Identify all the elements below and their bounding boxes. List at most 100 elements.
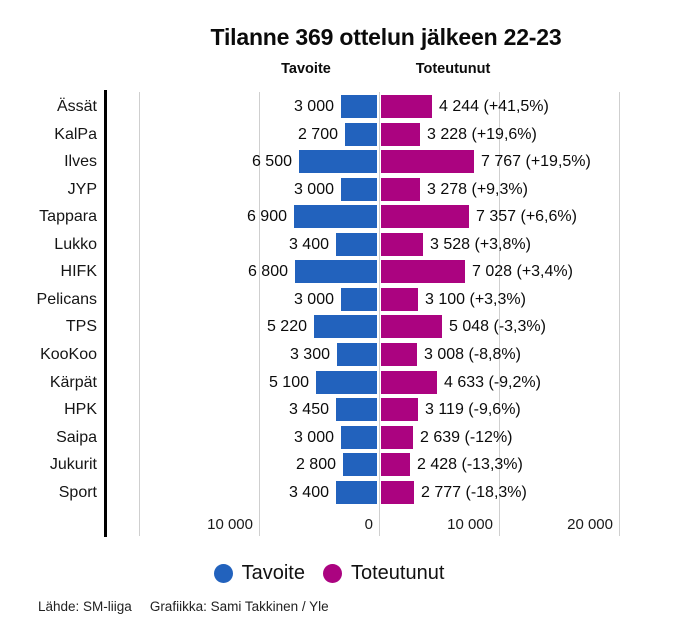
source-text: Lähde: SM-liiga	[38, 599, 132, 614]
tavoite-bar	[316, 371, 377, 394]
toteutunut-bar	[381, 288, 418, 311]
tavoite-bar	[336, 233, 377, 256]
team-label: Ässät	[56, 98, 97, 115]
tavoite-bar	[341, 178, 377, 201]
x-axis-tick-label: 10 000	[207, 516, 253, 533]
plot-area: 10 000 0 10 000 20 000 Ässät 3 000 4 244 (+41,…	[0, 90, 674, 538]
x-axis-tick-label: 20 000	[567, 516, 613, 533]
x-axis-tick-label: 10 000	[447, 516, 493, 533]
toteutunut-bar	[381, 481, 414, 504]
column-header-tavoite: Tavoite	[281, 61, 331, 77]
footer: Lähde: SM-liiga Grafiikka: Sami Takkinen…	[38, 599, 329, 614]
y-axis-line	[104, 90, 107, 537]
toteutunut-bar	[381, 315, 442, 338]
column-header-toteutunut: Toteutunut	[415, 61, 491, 77]
toteutunut-bar	[381, 426, 413, 449]
team-label: Lukko	[54, 236, 97, 253]
toteutunut-bar	[381, 371, 437, 394]
toteutunut-bar	[381, 123, 420, 146]
toteutunut-value-label: 5 048 (-3,3%)	[449, 318, 546, 335]
team-label: Jukurit	[49, 456, 97, 473]
tavoite-bar	[341, 288, 377, 311]
tavoite-value-label: 3 400	[288, 236, 329, 253]
toteutunut-value-label: 3 228 (+19,6%)	[427, 126, 537, 143]
tavoite-bar	[336, 398, 377, 421]
tavoite-bar	[341, 426, 377, 449]
toteutunut-bar	[381, 260, 465, 283]
gridline	[139, 92, 140, 536]
team-label: Pelicans	[36, 291, 97, 308]
tavoite-bar	[345, 123, 377, 146]
toteutunut-value-label: 3 528 (+3,8%)	[430, 236, 531, 253]
toteutunut-value-label: 3 119 (-9,6%)	[425, 401, 521, 418]
toteutunut-value-label: 7 767 (+19,5%)	[481, 153, 591, 170]
toteutunut-value-label: 4 244 (+41,5%)	[439, 98, 549, 115]
chart-title: Tilanne 369 ottelun jälkeen 22-23	[210, 24, 562, 50]
tavoite-value-label: 3 300	[289, 346, 330, 363]
tavoite-value-label: 3 000	[293, 181, 334, 198]
legend-item-tavoite: Tavoite	[213, 562, 305, 585]
toteutunut-bar	[381, 343, 417, 366]
toteutunut-bar	[381, 95, 432, 118]
legend-label-toteutunut: Toteutunut	[350, 562, 445, 584]
tavoite-dot-icon	[213, 564, 233, 583]
gridline	[259, 92, 260, 536]
gridline	[619, 92, 620, 536]
gridline	[499, 92, 500, 536]
tavoite-value-label: 3 000	[293, 291, 334, 308]
toteutunut-bar	[381, 150, 474, 173]
x-axis-tick-label: 0	[364, 516, 373, 533]
toteutunut-value-label: 2 639 (-12%)	[420, 429, 513, 446]
toteutunut-value-label: 3 008 (-8,8%)	[424, 346, 521, 363]
tavoite-value-label: 2 800	[295, 456, 336, 473]
team-label: TPS	[65, 318, 97, 335]
tavoite-value-label: 6 900	[246, 208, 287, 225]
toteutunut-bar	[381, 453, 410, 476]
toteutunut-dot-icon	[322, 564, 342, 583]
gridline	[379, 92, 380, 536]
tavoite-bar	[294, 205, 377, 228]
tavoite-bar	[295, 260, 377, 283]
credit-text: Grafiikka: Sami Takkinen / Yle	[149, 599, 329, 614]
tavoite-value-label: 5 220	[266, 318, 307, 335]
toteutunut-bar	[381, 233, 423, 256]
toteutunut-bar	[381, 178, 420, 201]
team-label: JYP	[67, 181, 97, 198]
tavoite-value-label: 3 450	[288, 401, 329, 418]
toteutunut-value-label: 4 633 (-9,2%)	[444, 374, 541, 391]
toteutunut-value-label: 2 428 (-13,3%)	[417, 456, 523, 473]
legend-label-tavoite: Tavoite	[241, 562, 305, 584]
tavoite-bar	[341, 95, 377, 118]
team-label: Kärpät	[49, 374, 97, 391]
tavoite-bar	[337, 343, 377, 366]
tavoite-value-label: 3 000	[293, 429, 334, 446]
tavoite-bar	[299, 150, 377, 173]
legend-item-toteutunut: Toteutunut	[322, 562, 445, 585]
toteutunut-value-label: 7 357 (+6,6%)	[476, 208, 577, 225]
toteutunut-value-label: 3 100 (+3,3%)	[425, 291, 526, 308]
tavoite-bar	[343, 453, 377, 476]
toteutunut-value-label: 2 777 (-18,3%)	[421, 484, 527, 501]
team-label: Sport	[58, 484, 97, 501]
toteutunut-value-label: 7 028 (+3,4%)	[472, 263, 573, 280]
team-label: Ilves	[64, 153, 97, 170]
tavoite-value-label: 3 000	[293, 98, 334, 115]
team-label: HPK	[64, 401, 97, 418]
tavoite-bar	[314, 315, 377, 338]
tavoite-bar	[336, 481, 377, 504]
tavoite-value-label: 6 500	[251, 153, 292, 170]
toteutunut-bar	[381, 398, 418, 421]
toteutunut-bar	[381, 205, 469, 228]
toteutunut-value-label: 3 278 (+9,3%)	[427, 181, 528, 198]
tavoite-value-label: 5 100	[268, 374, 309, 391]
team-label: HIFK	[60, 263, 97, 280]
legend: Tavoite Toteutunut	[0, 562, 666, 585]
tavoite-value-label: 6 800	[247, 263, 288, 280]
tavoite-value-label: 3 400	[288, 484, 329, 501]
tavoite-value-label: 2 700	[297, 126, 338, 143]
team-label: KooKoo	[40, 346, 97, 363]
team-label: KalPa	[54, 126, 97, 143]
team-label: Tappara	[39, 208, 97, 225]
team-label: Saipa	[56, 429, 97, 446]
